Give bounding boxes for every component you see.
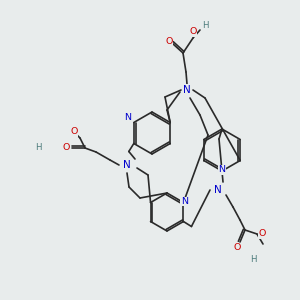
- Text: N: N: [183, 85, 191, 95]
- Text: O: O: [165, 37, 173, 46]
- Text: H: H: [202, 20, 208, 29]
- Text: O: O: [258, 230, 266, 238]
- Text: N: N: [124, 112, 131, 122]
- Text: N: N: [123, 160, 131, 170]
- Text: N: N: [181, 197, 188, 206]
- Text: N: N: [218, 166, 226, 175]
- Text: O: O: [189, 28, 197, 37]
- Text: H: H: [35, 143, 41, 152]
- Text: H: H: [250, 256, 256, 265]
- Text: N: N: [214, 185, 222, 195]
- Text: O: O: [62, 143, 70, 152]
- Text: O: O: [70, 128, 78, 136]
- Text: O: O: [233, 244, 241, 253]
